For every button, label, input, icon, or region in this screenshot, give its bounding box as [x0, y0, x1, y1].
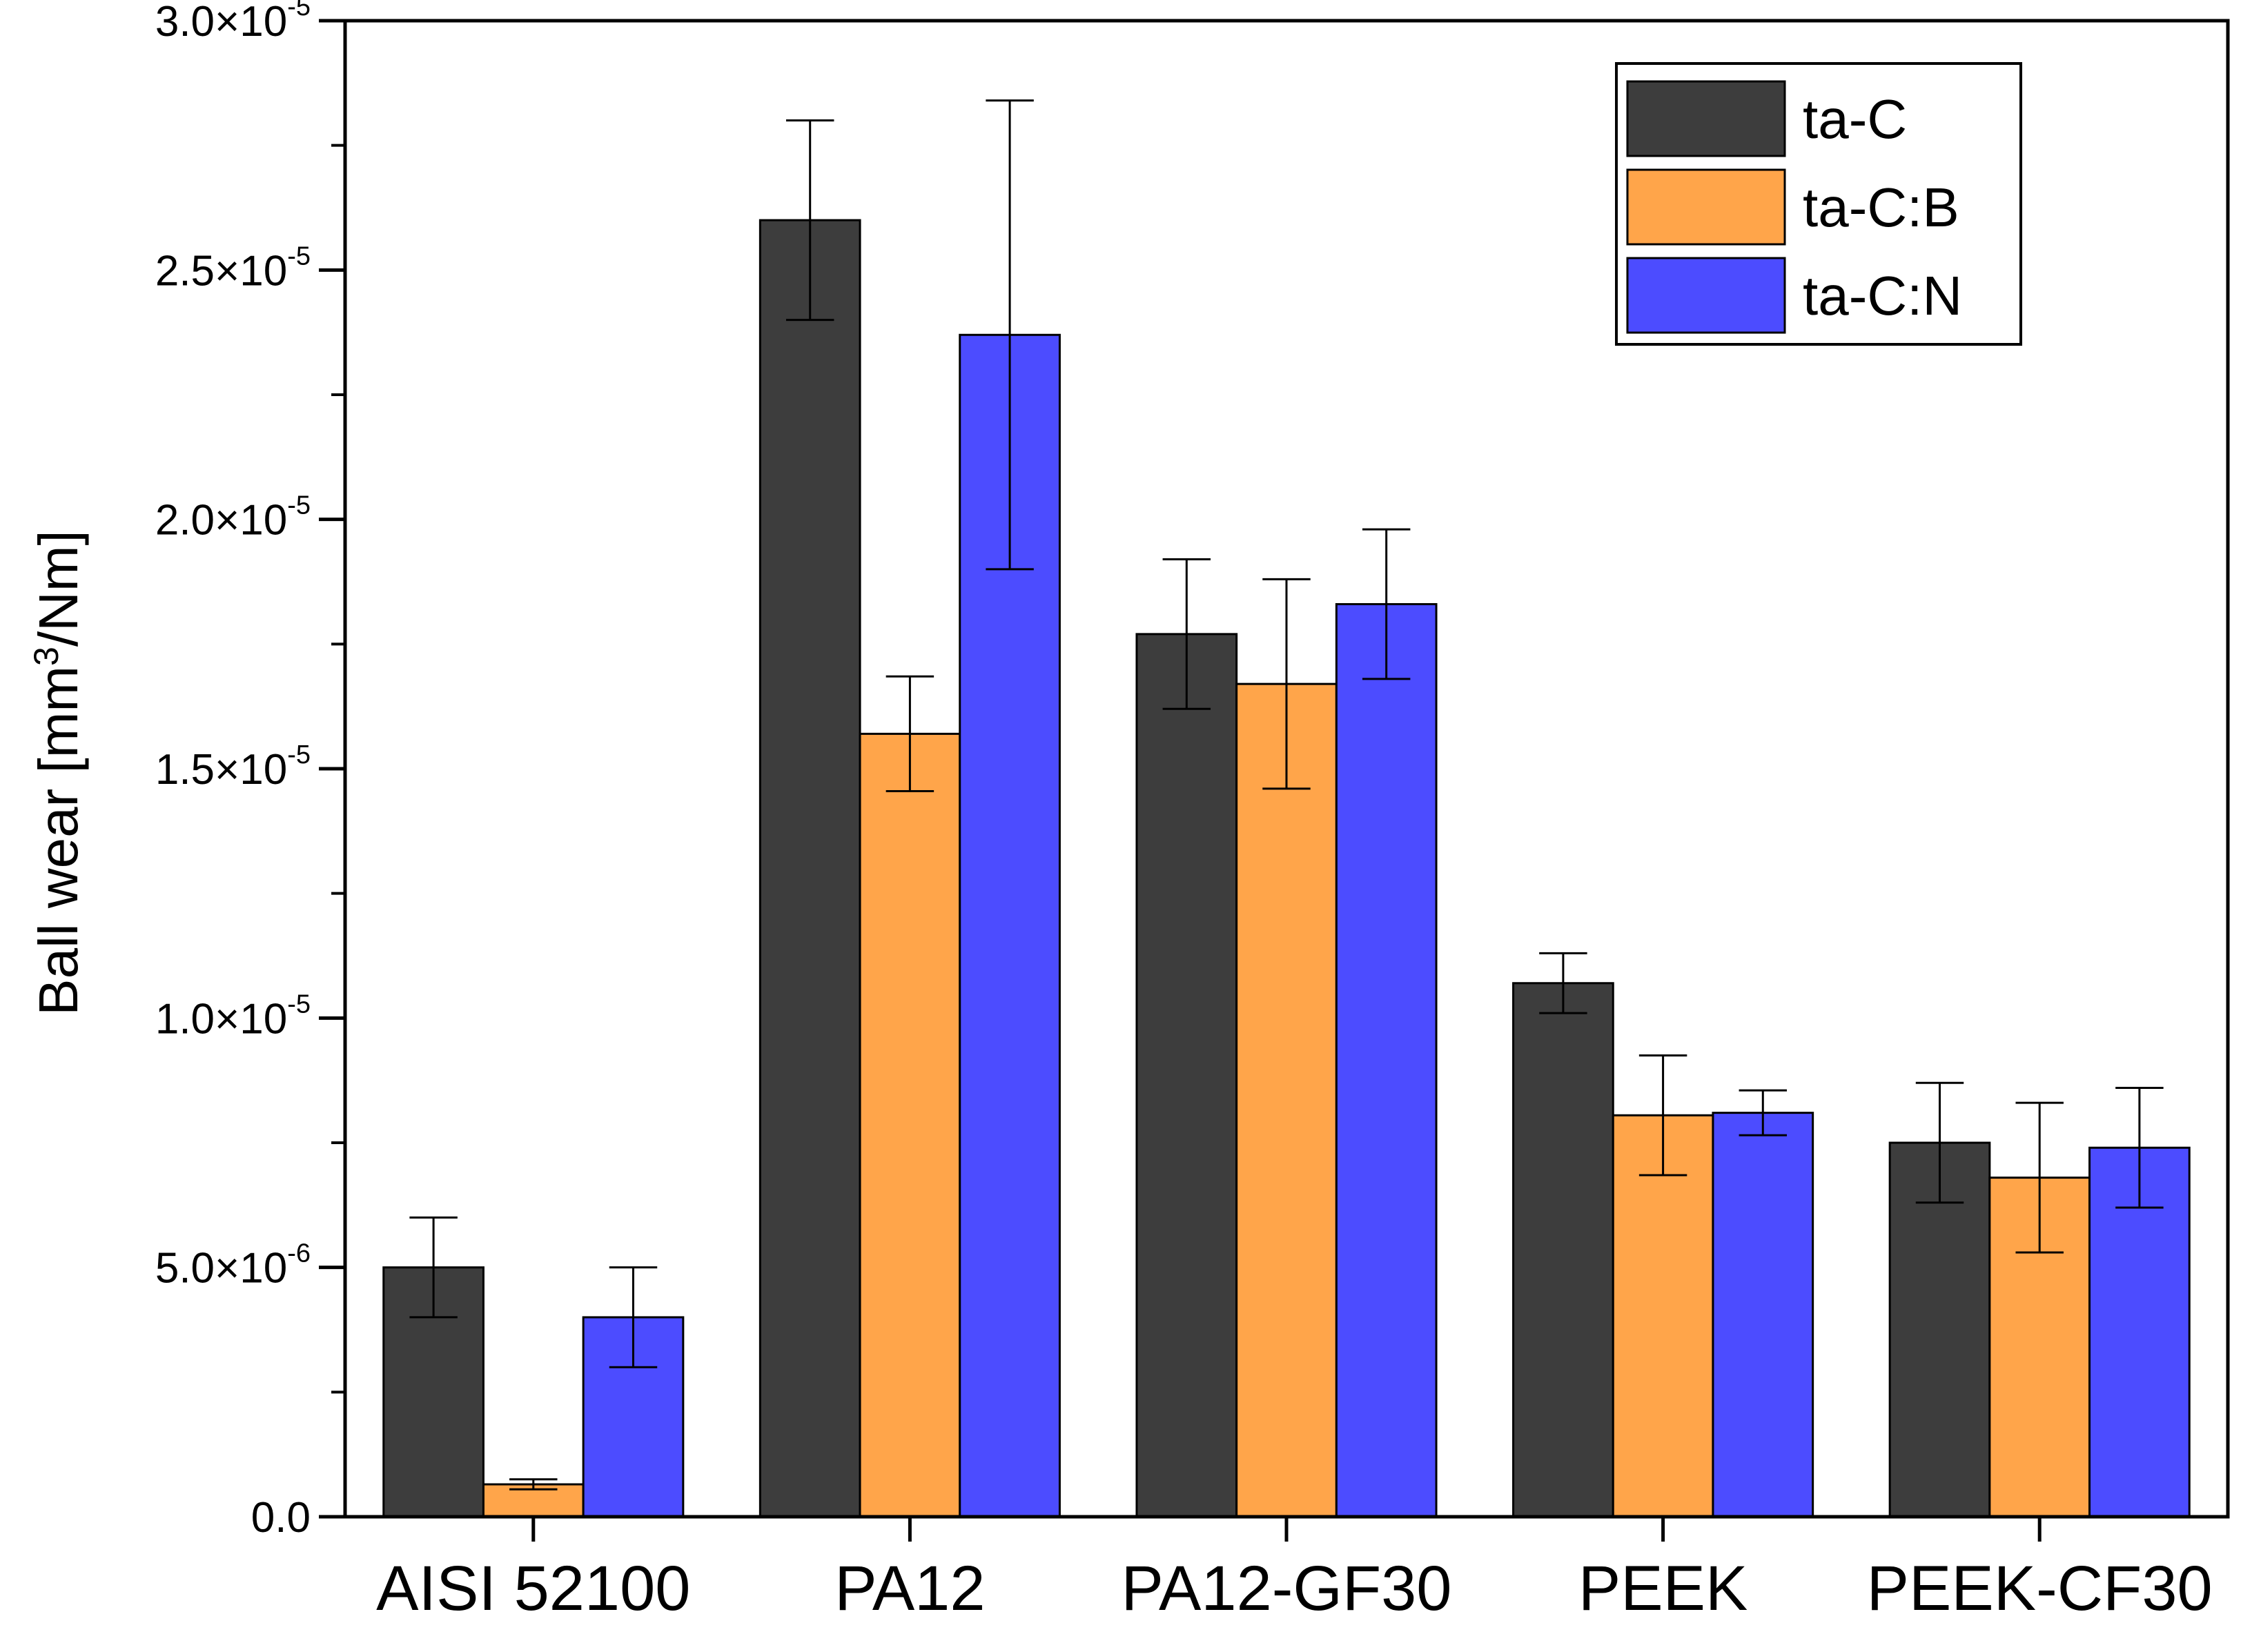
error-bar-pa12-gf30-ta-c	[1162, 558, 1211, 710]
legend-swatch-ta-c-n	[1626, 257, 1786, 334]
error-bar-pa12-ta-c	[785, 119, 834, 322]
y-tick-mantissa: 2.0×10	[155, 497, 287, 544]
bar-pa12-gf30-ta-c-b	[1235, 682, 1338, 1518]
y-tick-exponent: -5	[287, 990, 311, 1019]
bar-peek-ta-c	[1512, 982, 1614, 1518]
error-bar-aisi-52100-ta-c-n	[609, 1266, 658, 1368]
y-tick-label: 2.5×10-5	[155, 242, 311, 295]
y-axis-title-sup: 3	[27, 647, 66, 666]
y-tick-label: 1.5×10-5	[155, 740, 311, 794]
y-tick-exponent: -5	[287, 0, 311, 21]
bar-peek-cf30-ta-c	[1888, 1141, 1991, 1518]
y-tick-mantissa: 0.0	[251, 1494, 311, 1542]
error-bar-pa12-gf30-ta-c-b	[1262, 578, 1311, 790]
y-axis-title-main: Ball wear [mm	[28, 666, 89, 1016]
legend-swatch-ta-c	[1626, 80, 1786, 157]
legend-swatch-ta-c-b	[1626, 168, 1786, 246]
error-bar-peek-cf30-ta-c-b	[2015, 1101, 2064, 1254]
bar-peek-ta-c-n	[1712, 1112, 1814, 1518]
error-bars-layer	[409, 99, 2164, 1491]
y-tick-label: 3.0×10-5	[155, 0, 311, 46]
error-bar-peek-ta-c	[1539, 952, 1587, 1014]
error-bar-pa12-gf30-ta-c-n	[1362, 528, 1411, 680]
legend-label-ta-c: ta-C	[1803, 88, 1907, 150]
error-bar-aisi-52100-ta-c	[409, 1216, 458, 1319]
y-tick-label: 1.0×10-5	[155, 990, 311, 1043]
y-axis-title: Ball wear [mm3/Nm]	[27, 530, 89, 1015]
bar-pa12-gf30-ta-c-n	[1335, 603, 1438, 1518]
bar-pa12-gf30-ta-c	[1135, 633, 1238, 1518]
x-axis: AISI 52100 PA12 PA12-GF30 PEEK PEEK-CF30	[376, 1517, 2213, 1624]
x-category-label-peek-cf30: PEEK-CF30	[1867, 1553, 2213, 1624]
y-tick-mantissa: 2.5×10	[155, 247, 287, 295]
error-bar-peek-ta-c-b	[1638, 1054, 1687, 1177]
bar-pa12-ta-c-b	[859, 732, 961, 1518]
legend-label-ta-c-b: ta-C:B	[1803, 177, 1959, 238]
y-tick-exponent: -5	[287, 242, 311, 271]
y-axis: 0.05.0×10-61.0×10-51.5×10-52.0×10-52.5×1…	[155, 0, 345, 1542]
error-bar-pa12-ta-c-b	[885, 675, 934, 793]
y-tick-exponent: -5	[287, 491, 311, 520]
x-category-label-pa12-gf30: PA12-GF30	[1122, 1553, 1452, 1624]
y-tick-exponent: -5	[287, 740, 311, 769]
y-tick-exponent: -6	[287, 1239, 311, 1268]
x-category-label-peek: PEEK	[1578, 1553, 1748, 1624]
error-bar-peek-ta-c-n	[1739, 1089, 1788, 1137]
y-tick-label: 2.0×10-5	[155, 491, 311, 544]
error-bar-aisi-52100-ta-c-b	[509, 1478, 558, 1491]
y-axis-title-end: /Nm]	[28, 530, 89, 647]
bar-peek-cf30-ta-c-n	[2088, 1146, 2191, 1518]
y-tick-label: 0.0	[251, 1494, 311, 1542]
error-bar-peek-cf30-ta-c	[1915, 1081, 1964, 1204]
legend-label-ta-c-n: ta-C:N	[1803, 265, 1962, 326]
bar-peek-ta-c-b	[1612, 1114, 1714, 1518]
y-tick-mantissa: 1.5×10	[155, 746, 287, 794]
error-bar-peek-cf30-ta-c-n	[2115, 1087, 2164, 1209]
legend: ta-C ta-C:B ta-C:N	[1615, 62, 2022, 346]
y-tick-mantissa: 1.0×10	[155, 995, 287, 1043]
error-bar-pa12-ta-c-n	[986, 99, 1034, 571]
y-tick-mantissa: 3.0×10	[155, 0, 287, 46]
bar-pa12-ta-c	[758, 219, 861, 1518]
x-category-label-pa12: PA12	[834, 1553, 985, 1624]
y-tick-mantissa: 5.0×10	[155, 1245, 287, 1292]
x-category-label-aisi-52100: AISI 52100	[376, 1553, 690, 1624]
y-tick-label: 5.0×10-6	[155, 1239, 311, 1292]
bars-layer	[382, 219, 2191, 1518]
